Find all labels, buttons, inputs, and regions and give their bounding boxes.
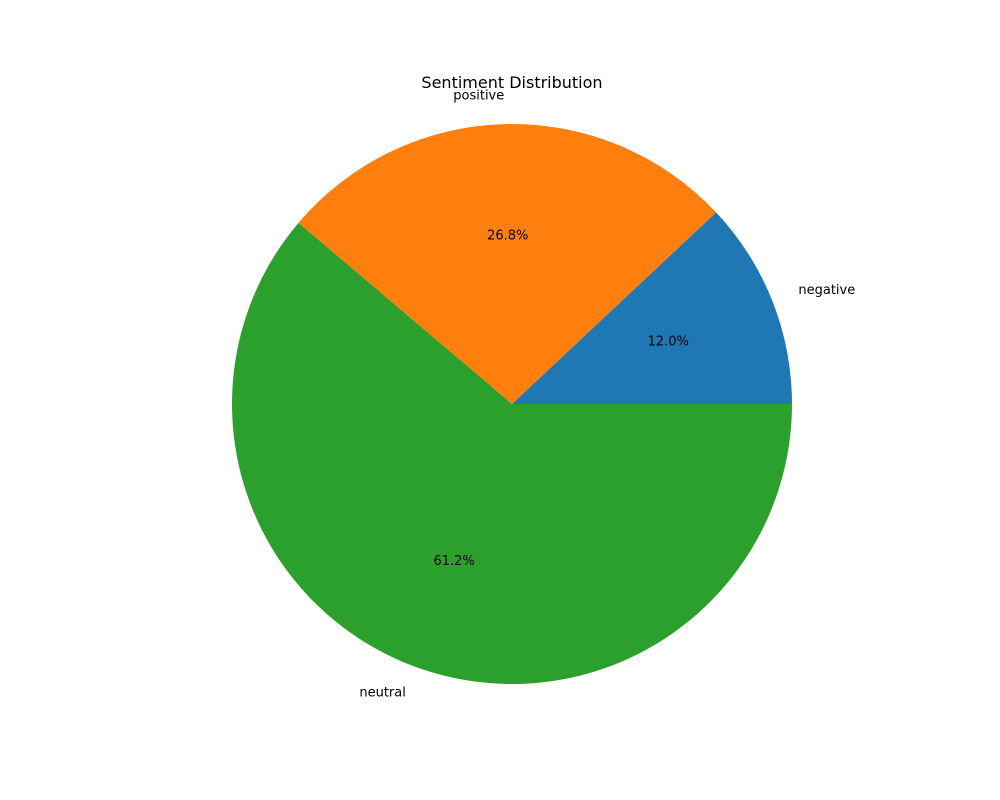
slice-percent-neutral: 61.2% xyxy=(433,554,474,569)
pie-slice-negative xyxy=(512,212,792,404)
slice-percent-positive: 26.8% xyxy=(487,229,528,244)
slice-label-negative: negative xyxy=(798,283,855,298)
slice-percent-negative: 12.0% xyxy=(648,335,689,350)
pie-slice-positive xyxy=(298,124,717,404)
chart-title: Sentiment Distribution xyxy=(421,73,602,92)
pie-slices xyxy=(232,124,792,684)
slice-label-neutral: neutral xyxy=(359,686,406,701)
pie-labels: negative 12.0% positive 26.8% neutral 61.2% xyxy=(359,89,855,701)
slice-label-positive: positive xyxy=(453,89,504,104)
pie-slice-neutral xyxy=(232,222,792,684)
